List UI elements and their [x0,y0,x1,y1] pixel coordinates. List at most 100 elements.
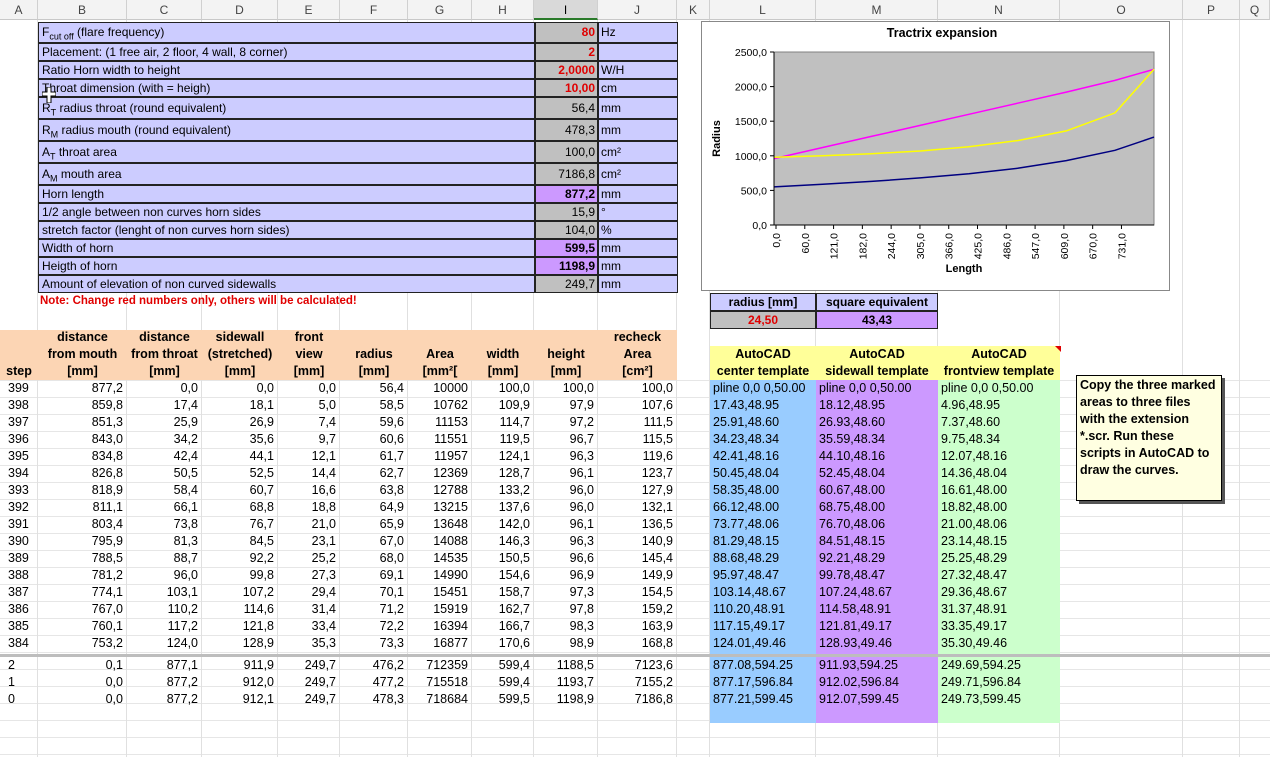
table-cell[interactable]: 60,7 [249,483,274,497]
table-cell[interactable]: 15451 [433,585,468,599]
column-header-e[interactable]: E [278,0,340,20]
table-cell[interactable]: 100,0 [562,381,594,395]
table-cell[interactable]: 109,9 [498,398,530,412]
autocad-sidewall-cell[interactable]: 68.75,48.00 [819,500,886,514]
table-cell[interactable]: 12788 [433,483,468,497]
table-cell[interactable]: 97,9 [569,398,594,412]
table-cell[interactable]: 398 [8,398,29,412]
table-cell[interactable]: 35,6 [249,432,274,446]
table-cell[interactable]: 389 [8,551,29,565]
table-cell[interactable]: 803,4 [91,517,123,531]
table-cell[interactable]: 149,9 [641,568,673,582]
table-cell[interactable]: 84,5 [249,534,274,548]
autocad-frontview-cell[interactable]: 31.37,48.91 [941,602,1008,616]
autocad-frontview-cell[interactable]: 14.36,48.04 [941,466,1008,480]
column-header-n[interactable]: N [938,0,1060,20]
autocad-frontview-cell[interactable]: 12.07,48.16 [941,449,1008,463]
table-cell[interactable]: 96,1 [569,466,594,480]
param-value[interactable]: 2,0000 [535,61,598,79]
table-cell[interactable]: 35,3 [311,636,336,650]
table-cell[interactable]: 154,5 [641,585,673,599]
table-cell[interactable]: 912,1 [242,692,274,706]
autocad-frontview-cell[interactable]: 25.25,48.29 [941,551,1008,565]
table-cell[interactable]: 12369 [433,466,468,480]
column-header-c[interactable]: C [127,0,202,20]
table-cell[interactable]: 390 [8,534,29,548]
table-cell[interactable]: 2 [8,658,15,672]
autocad-frontview-cell[interactable]: 27.32,48.47 [941,568,1008,582]
column-header-m[interactable]: M [816,0,938,20]
table-cell[interactable]: 61,7 [379,449,404,463]
table-cell[interactable]: 111,5 [643,415,673,429]
table-cell[interactable]: 96,0 [569,483,594,497]
autocad-sidewall-cell[interactable]: 99.78,48.47 [819,568,886,582]
table-cell[interactable]: 119,5 [499,432,530,446]
table-cell[interactable]: 60,6 [379,432,404,446]
table-cell[interactable]: 877,2 [166,692,198,706]
table-cell[interactable]: 25,2 [311,551,336,565]
table-cell[interactable]: 599,5 [498,692,530,706]
table-cell[interactable]: 18,1 [249,398,274,412]
table-cell[interactable]: 98,3 [569,619,594,633]
table-cell[interactable]: 42,4 [173,449,198,463]
column-header-f[interactable]: F [340,0,408,20]
table-cell[interactable]: 599,4 [498,675,530,689]
column-header-p[interactable]: P [1183,0,1240,20]
table-cell[interactable]: 66,1 [173,500,198,514]
table-cell[interactable]: 911,9 [243,658,274,672]
autocad-frontview-cell[interactable]: 249.73,599.45 [941,692,1021,706]
table-cell[interactable]: 136,5 [641,517,673,531]
autocad-sidewall-cell[interactable]: 107.24,48.67 [819,585,892,599]
table-cell[interactable]: 133,2 [498,483,530,497]
table-cell[interactable]: 110,2 [167,602,198,616]
table-cell[interactable]: 5,0 [318,398,336,412]
table-cell[interactable]: 249,7 [304,675,336,689]
autocad-sidewall-cell[interactable]: 92.21,48.29 [819,551,886,565]
table-cell[interactable]: 73,3 [379,636,404,650]
table-cell[interactable]: 11551 [434,432,468,446]
table-cell[interactable]: 826,8 [91,466,123,480]
table-cell[interactable]: 71,2 [379,602,404,616]
autocad-frontview-cell[interactable]: 249.69,594.25 [941,658,1021,672]
column-header-d[interactable]: D [202,0,278,20]
table-cell[interactable]: 718684 [426,692,468,706]
table-cell[interactable]: 877,2 [91,381,123,395]
column-header-q[interactable]: Q [1240,0,1270,20]
table-cell[interactable]: 96,7 [569,432,594,446]
autocad-frontview-cell[interactable]: 249.71,596.84 [941,675,1021,689]
table-cell[interactable]: 7186,8 [634,692,673,706]
table-cell[interactable]: 843,0 [91,432,123,446]
table-cell[interactable]: 18,8 [311,500,336,514]
table-cell[interactable]: 97,2 [569,415,594,429]
table-cell[interactable]: 29,4 [311,585,336,599]
table-cell[interactable]: 16877 [433,636,468,650]
autocad-frontview-cell[interactable]: 33.35,49.17 [941,619,1008,633]
table-cell[interactable]: 72,2 [379,619,404,633]
column-header-k[interactable]: K [677,0,710,20]
table-cell[interactable]: 73,8 [173,517,198,531]
autocad-frontview-cell[interactable]: 9.75,48.34 [941,432,1001,446]
table-cell[interactable]: 128,7 [498,466,530,480]
table-cell[interactable]: 127,9 [641,483,673,497]
table-cell[interactable]: 11957 [434,449,468,463]
table-cell[interactable]: 15919 [433,602,468,616]
table-cell[interactable]: 150,5 [498,551,530,565]
table-cell[interactable]: 96,0 [173,568,198,582]
table-cell[interactable]: 7155,2 [634,675,673,689]
autocad-frontview-cell[interactable]: 29.36,48.67 [941,585,1008,599]
table-cell[interactable]: 476,2 [372,658,404,672]
table-cell[interactable]: 9,7 [318,432,336,446]
autocad-sidewall-cell[interactable]: 26.93,48.60 [819,415,886,429]
autocad-sidewall-cell[interactable]: 52.45,48.04 [819,466,886,480]
table-cell[interactable]: 14990 [433,568,468,582]
autocad-frontview-cell[interactable]: 18.82,48.00 [941,500,1008,514]
table-cell[interactable]: 23,1 [311,534,336,548]
table-cell[interactable]: 96,3 [569,449,594,463]
table-cell[interactable]: 96,1 [569,517,594,531]
autocad-center-cell[interactable]: 877.21,599.45 [713,692,793,706]
autocad-center-cell[interactable]: 34.23,48.34 [713,432,780,446]
table-cell[interactable]: 123,7 [641,466,673,480]
param-value[interactable]: 80 [535,22,598,43]
param-value[interactable]: 478,3 [535,119,598,141]
table-cell[interactable]: 96,9 [569,568,594,582]
